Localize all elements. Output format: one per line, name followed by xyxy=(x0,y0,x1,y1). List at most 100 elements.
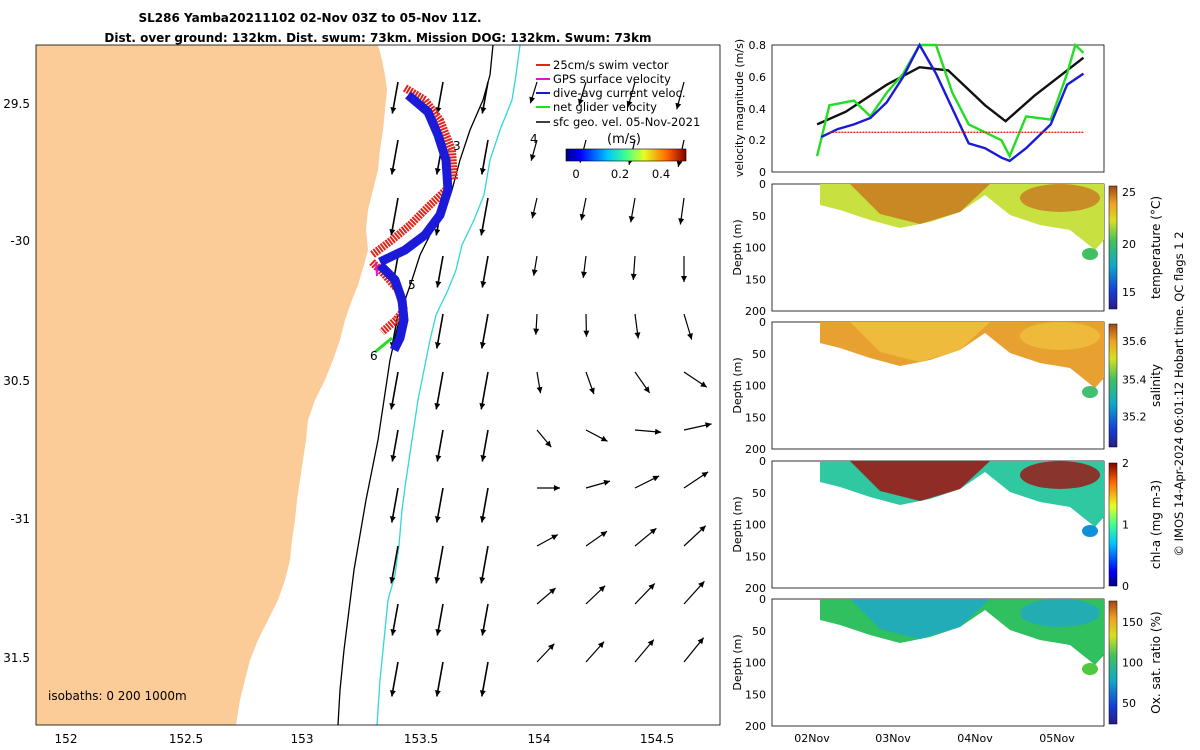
map-x-tick: 154.5 xyxy=(640,732,674,746)
sfc-velocity-arrow xyxy=(529,81,538,104)
velocity-series xyxy=(815,42,1085,163)
sfc-velocity-arrow xyxy=(536,587,556,605)
glider-track-dive xyxy=(376,91,453,353)
colorbar-tick: 50 xyxy=(1122,697,1136,710)
sfc-velocity-arrow xyxy=(434,313,444,349)
map-x-tick: 152.5 xyxy=(169,732,203,746)
sfc-velocity-arrow xyxy=(480,255,489,288)
isobath-1000m xyxy=(376,45,521,725)
sfc-velocity-arrow xyxy=(536,534,559,547)
sfc-velocity-arrow xyxy=(585,429,608,442)
section-variable-label: salinity xyxy=(1149,364,1163,407)
map-land xyxy=(36,45,387,725)
sfc-velocity-arrow xyxy=(434,661,444,697)
day-marker: 6 xyxy=(370,349,378,363)
section-colorbar xyxy=(1108,185,1118,310)
map-y-tick: -30 xyxy=(10,234,30,248)
velocity-series-blue xyxy=(820,42,1085,163)
isobaths-label: isobaths: 0 200 1000m xyxy=(48,689,187,703)
sfc-velocity-arrow xyxy=(434,371,444,410)
sfc-velocity-arrow xyxy=(389,197,399,236)
sfc-velocity-arrow xyxy=(479,487,489,523)
colorbar-tick: 35.2 xyxy=(1122,410,1147,423)
sfc-velocity-arrow xyxy=(530,197,538,219)
sfc-velocity-arrow xyxy=(683,422,712,431)
depth-tick: 100 xyxy=(745,242,766,255)
title-line1: SL286 Yamba20211102 02-Nov 03Z to 05-Nov… xyxy=(139,11,482,25)
depth-tick: 100 xyxy=(745,657,766,670)
section-colorbar xyxy=(1108,462,1118,587)
legend-label: sfc geo. vel. 05-Nov-2021 xyxy=(553,115,700,129)
sfc-velocity-arrow xyxy=(389,139,399,175)
colorbar-tick: 20 xyxy=(1122,238,1136,251)
sfc-velocity-arrow xyxy=(390,81,399,114)
colorbar-tick: 25 xyxy=(1122,186,1136,199)
depth-tick: 200 xyxy=(745,305,766,318)
section-variable-label: chl-a (mg m-3) xyxy=(1149,480,1163,569)
map-frame xyxy=(35,44,721,726)
legend-label: GPS surface velocity xyxy=(553,72,671,86)
sfc-velocity-arrow xyxy=(536,429,552,448)
sfc-velocity-arrow xyxy=(634,583,656,605)
legend-label: dive-avg current veloc. xyxy=(553,86,686,100)
velocity-axes xyxy=(771,44,1105,173)
time-tick: 03Nov xyxy=(875,732,911,745)
depth-tick: 0 xyxy=(759,316,766,329)
sfc-velocity-arrow xyxy=(529,139,538,161)
sfc-velocity-arrow xyxy=(683,580,705,605)
sfc-velocity-arrow xyxy=(683,637,705,663)
velocity-series-green xyxy=(815,42,1085,159)
colorbar-tick: 15 xyxy=(1122,286,1136,299)
section-feature xyxy=(1082,663,1098,675)
map-y-tick: 30.5 xyxy=(3,374,30,388)
section-feature xyxy=(1020,461,1100,489)
sfc-velocity-arrow xyxy=(390,603,399,636)
glider-track-gps xyxy=(375,261,378,277)
sfc-velocity-arrow xyxy=(581,255,587,278)
sfc-velocity-arrow xyxy=(585,641,605,663)
sfc-velocity-arrow xyxy=(634,639,655,663)
section-feature xyxy=(850,322,990,362)
time-tick: 05Nov xyxy=(1039,732,1075,745)
sfc-velocity-arrow xyxy=(634,475,660,489)
section-variable-label: Ox. sat. ratio (%) xyxy=(1149,611,1163,713)
sfc-velocity-arrow xyxy=(585,479,611,489)
y-tick: 0.6 xyxy=(749,71,767,84)
sfc-velocity-arrow xyxy=(683,313,693,340)
sfc-velocity-arrow xyxy=(390,429,399,462)
depth-tick: 50 xyxy=(752,487,766,500)
sfc-velocity-arrow xyxy=(630,255,637,280)
colorbar-tick: 150 xyxy=(1122,616,1143,629)
side-note: © IMOS 14-Apr-2024 06:01:12 Hobart time.… xyxy=(1172,231,1186,556)
sfc-velocity-arrow xyxy=(389,545,399,584)
glider-track-net xyxy=(374,336,393,354)
sfc-velocity-arrow xyxy=(681,256,687,282)
sfc-velocity-arrow xyxy=(480,81,489,114)
depth-tick: 150 xyxy=(745,273,766,286)
depth-tick: 50 xyxy=(752,348,766,361)
colorbar-tick: 0.2 xyxy=(611,167,629,181)
colorbar-tick: 2 xyxy=(1122,457,1129,470)
map-x-tick: 152 xyxy=(55,732,78,746)
sfc-velocity-arrow xyxy=(675,81,685,110)
sfc-velocity-arrow xyxy=(678,197,685,225)
depth-tick: 200 xyxy=(745,582,766,595)
colorbar-tick: 0 xyxy=(1122,580,1129,593)
colorbar-tick: 35.6 xyxy=(1122,335,1147,348)
time-tick: 04Nov xyxy=(957,732,993,745)
sfc-velocity-arrow xyxy=(389,661,399,697)
sfc-velocity-arrow xyxy=(583,313,590,337)
sfc-velocity-arrow xyxy=(479,197,489,236)
depth-tick: 50 xyxy=(752,625,766,638)
section-feature xyxy=(1082,525,1098,537)
map-x-tick: 154 xyxy=(528,732,551,746)
section-ylabel: Depth (m) xyxy=(731,219,744,275)
time-tick: 02Nov xyxy=(794,732,830,745)
section-feature xyxy=(850,599,990,639)
day-marker: 4 xyxy=(530,132,538,146)
colorbar-unit: (m/s) xyxy=(607,132,641,147)
map-y-tick: 31.5 xyxy=(3,651,30,665)
y-tick: 0.4 xyxy=(749,103,767,116)
sfc-velocity-arrow xyxy=(585,371,595,395)
